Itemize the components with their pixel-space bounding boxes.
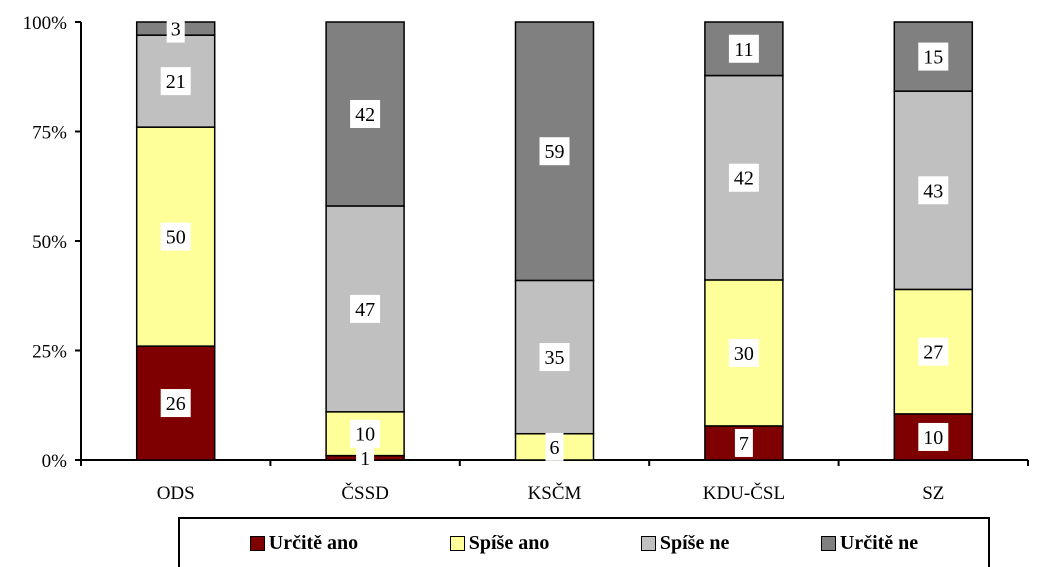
data-label: 7 [739, 433, 749, 455]
legend: Určitě ano Spíše ano Spíše ne Určitě ne [178, 517, 990, 567]
data-label-bg [539, 343, 570, 372]
data-label: 10 [923, 427, 943, 449]
x-axis: ODS ČSSD KSČM KDU-ČSL SZ [80, 459, 1029, 504]
data-label: 43 [923, 180, 943, 202]
data-label-bg [734, 428, 753, 457]
data-label: 35 [545, 347, 565, 369]
y-tick-label: 75% [32, 123, 67, 144]
data-label-bg [160, 222, 191, 251]
legend-label: Určitě ne [839, 531, 919, 554]
data-label: 59 [545, 141, 565, 163]
legend-label: Určitě ano [268, 531, 359, 554]
data-label-bg [539, 137, 570, 166]
data-label-bg [545, 432, 564, 461]
data-label-bg [918, 337, 949, 366]
x-tick-label: KSČM [528, 482, 582, 504]
legend-swatch [449, 535, 465, 551]
data-label-bg [350, 419, 381, 448]
legend-swatch [249, 535, 265, 551]
y-tick-label: 0% [42, 451, 68, 472]
x-tick-label: ODS [157, 483, 195, 504]
data-label-bg [728, 338, 759, 367]
legend-swatch [640, 535, 656, 551]
data-label-bg [918, 176, 949, 205]
data-label-bg [166, 14, 185, 43]
data-label: 42 [355, 104, 375, 126]
y-tick-label: 25% [32, 342, 67, 363]
stacked-bar-chart: 0% 25% 50% 75% 100% ODS ČSSD KSČM KDU-ČSL SZ 26 5… [23, 13, 1029, 504]
data-label: 15 [923, 47, 943, 69]
data-label-bg [350, 99, 381, 128]
legend-item-spise-ne: Spíše ne [640, 531, 730, 555]
data-label: 11 [734, 39, 753, 61]
legend-swatch [820, 535, 836, 551]
y-tick-label: 100% [23, 13, 68, 34]
y-tick-label: 50% [32, 232, 67, 253]
x-tick-label: SZ [922, 483, 944, 504]
bars [135, 21, 974, 461]
data-label: 26 [166, 393, 186, 415]
data-label: 47 [355, 299, 375, 321]
data-label-bg [728, 34, 759, 63]
data-label: 30 [734, 343, 754, 365]
x-tick-label: KDU-ČSL [703, 482, 785, 504]
data-label: 10 [355, 424, 375, 446]
legend-item-urcite-ne: Určitě ne [820, 531, 919, 555]
data-label: 27 [923, 342, 943, 364]
data-label-bg [728, 163, 759, 192]
y-axis: 0% 25% 50% 75% 100% [23, 13, 82, 472]
data-label-bg [160, 389, 191, 418]
data-label-bg [350, 294, 381, 323]
data-label-bg [918, 422, 949, 451]
data-label: 3 [171, 19, 181, 41]
data-label-bg [918, 42, 949, 71]
x-tick-label: ČSSD [341, 482, 389, 504]
legend-item-spise-ano: Spíše ano [449, 531, 550, 555]
data-label: 42 [734, 168, 754, 190]
data-label: 21 [166, 71, 186, 93]
data-label-bg [160, 67, 191, 96]
data-label: 6 [550, 437, 560, 459]
legend-label: Spíše ne [659, 531, 730, 554]
legend-item-urcite-ano: Určitě ano [249, 531, 359, 555]
legend-label: Spíše ano [468, 531, 550, 554]
data-label-bg [356, 443, 375, 472]
data-label: 1 [360, 448, 370, 470]
data-label: 50 [166, 227, 186, 249]
